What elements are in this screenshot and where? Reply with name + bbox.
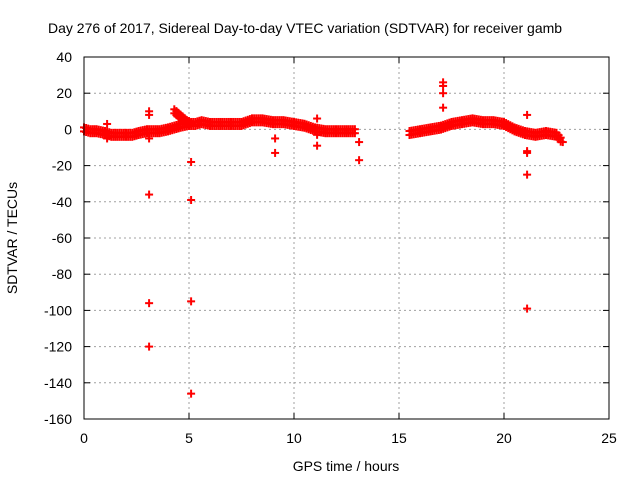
outlier-point bbox=[523, 170, 532, 179]
outlier-point bbox=[103, 134, 112, 143]
data-layer bbox=[80, 78, 567, 398]
grid-layer bbox=[84, 57, 609, 419]
outlier-point bbox=[145, 190, 154, 199]
plot-frame bbox=[83, 56, 610, 420]
outlier-point bbox=[439, 89, 448, 98]
outlier-point bbox=[187, 195, 196, 204]
outlier-point bbox=[271, 134, 280, 143]
outlier-point bbox=[523, 148, 532, 157]
outlier-point bbox=[271, 148, 280, 157]
outlier-point bbox=[187, 389, 196, 398]
y-tick-label: -40 bbox=[52, 194, 72, 210]
x-tick-label: 5 bbox=[185, 430, 193, 446]
y-tick-label: -20 bbox=[52, 158, 72, 174]
tick-labels: 0 5 10 15 20 25 40 20 0 -20 -40 -60 -80 -100 -120 -140 -… bbox=[44, 49, 617, 446]
outlier-point bbox=[523, 110, 532, 119]
y-tick-label: -60 bbox=[52, 230, 72, 246]
y-tick-label: -120 bbox=[44, 339, 72, 355]
x-tick-label: 10 bbox=[286, 430, 302, 446]
outlier-point bbox=[103, 119, 112, 128]
y-tick-label: 20 bbox=[56, 85, 72, 101]
y-tick-label: -160 bbox=[44, 411, 72, 427]
outlier-point bbox=[355, 156, 364, 165]
outlier-point bbox=[439, 81, 448, 90]
outlier-point bbox=[187, 297, 196, 306]
y-tick-label: 40 bbox=[56, 49, 72, 65]
y-axis-label: SDTVAR / TECUs bbox=[4, 182, 20, 294]
y-tick-label: 0 bbox=[64, 121, 72, 137]
x-tick-label: 20 bbox=[496, 430, 512, 446]
outlier-point bbox=[313, 130, 322, 139]
outlier-point bbox=[355, 138, 364, 147]
x-axis-label: GPS time / hours bbox=[293, 458, 400, 474]
chart-title: Day 276 of 2017, Sidereal Day-to-day VTE… bbox=[48, 20, 562, 36]
y-tick-label: -140 bbox=[44, 375, 72, 391]
outlier-point bbox=[523, 304, 532, 313]
data-point bbox=[187, 119, 196, 128]
outlier-point bbox=[145, 342, 154, 351]
x-tick-label: 0 bbox=[80, 430, 88, 446]
outlier-point bbox=[313, 114, 322, 123]
outlier-point bbox=[145, 299, 154, 308]
outlier-point bbox=[145, 134, 154, 143]
outlier-point bbox=[187, 157, 196, 166]
x-tick-label: 15 bbox=[391, 430, 407, 446]
y-tick-label: -100 bbox=[44, 302, 72, 318]
y-tick-label: -80 bbox=[52, 266, 72, 282]
outlier-point bbox=[313, 141, 322, 150]
x-tick-label: 25 bbox=[601, 430, 617, 446]
data-point bbox=[558, 138, 567, 147]
data-point bbox=[350, 129, 359, 138]
outlier-point bbox=[145, 110, 154, 119]
outlier-point bbox=[439, 103, 448, 112]
